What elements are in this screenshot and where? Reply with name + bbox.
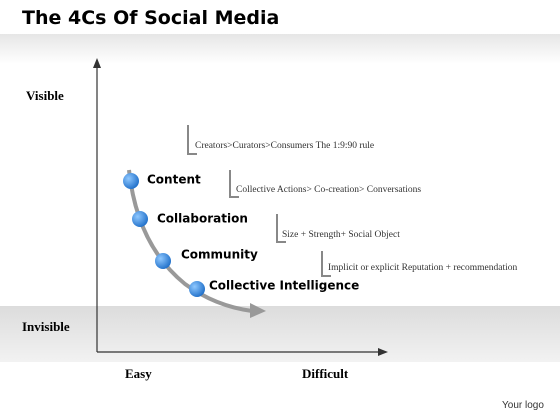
node-label: Content [147,173,201,187]
node-description: Creators>Curators>Consumers The 1:9:90 r… [195,141,374,151]
node-label: Collaboration [157,212,248,226]
items: Content Creators>Curators>Consumers The … [123,141,517,297]
node-dot [155,253,171,269]
curve [127,169,253,313]
bottom-band [0,306,560,362]
node-description: Implicit or explicit Reputation + recomm… [328,263,517,273]
axes [93,58,388,356]
node-label: Collective Intelligence [209,279,359,293]
axis-label-bottom: Invisible [22,319,70,334]
axis-label-left: Easy [125,366,152,381]
logo: Your logo [502,400,544,411]
node-label: Community [181,248,258,262]
curve-arrow [250,303,266,318]
title: The 4Cs Of Social Media [22,7,279,29]
node-dot [189,281,205,297]
top-band [0,34,560,64]
axis-label-right: Difficult [302,366,349,381]
axis-label-top: Visible [26,88,64,103]
brackets [187,125,331,277]
node-description: Collective Actions> Co-creation> Convers… [236,185,421,195]
node-dot [123,173,139,189]
node-dot [132,211,148,227]
node-description: Size + Strength+ Social Object [282,230,400,240]
